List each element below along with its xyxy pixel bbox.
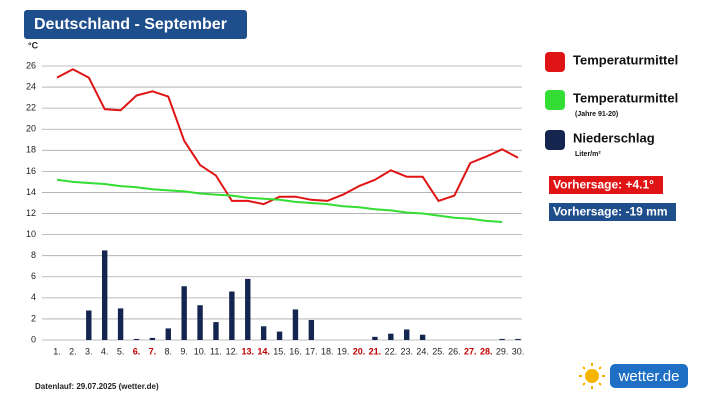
x-tick-label: 4. xyxy=(101,346,109,356)
x-tick-label: 30. xyxy=(512,346,525,356)
x-tick-label: 25. xyxy=(432,346,445,356)
legend-note: (Jahre 91-20) xyxy=(575,111,618,118)
footer: Datenlauf: 29.07.2025 (wetter.de) xyxy=(35,382,159,391)
bar xyxy=(372,336,378,340)
y-tick-label: 14 xyxy=(26,187,36,197)
bar xyxy=(499,338,505,340)
x-tick-label: 22. xyxy=(385,346,398,356)
y-tick-label: 24 xyxy=(26,81,36,91)
annotation: Vorhersage: +4.1° xyxy=(553,178,654,192)
x-tick-label: 24. xyxy=(416,346,429,356)
x-tick-label: 6. xyxy=(133,346,141,356)
bar xyxy=(404,329,410,340)
bar xyxy=(229,291,235,340)
y-tick-label: 8 xyxy=(31,250,36,260)
bar xyxy=(133,338,140,340)
bar xyxy=(181,286,187,340)
annotation-box xyxy=(549,176,663,194)
x-tick-label: 11. xyxy=(210,346,222,356)
bar xyxy=(419,334,426,340)
bar xyxy=(165,328,171,340)
legend-swatch xyxy=(545,52,565,72)
bar xyxy=(260,326,267,340)
annotation: Vorhersage: -19 mm xyxy=(553,205,668,219)
y-unit: °C xyxy=(28,40,39,50)
annotation-box xyxy=(549,203,676,221)
line xyxy=(56,178,503,223)
bar xyxy=(213,322,219,340)
x-tick-label: 12. xyxy=(226,346,239,356)
x-tick-label: 3. xyxy=(85,346,93,356)
x-tick-label: 15. xyxy=(273,346,286,356)
y-tick-label: 26 xyxy=(26,60,36,70)
x-tick-label: 13. xyxy=(242,346,255,356)
sun-icon xyxy=(579,363,605,389)
legend-label: Temperaturmittel xyxy=(573,52,678,67)
title-box xyxy=(24,10,247,39)
x-tick-label: 21. xyxy=(369,346,382,356)
y-tick-label: 16 xyxy=(26,166,36,176)
y-tick-label: 10 xyxy=(26,229,36,239)
y-tick-label: 6 xyxy=(31,271,36,281)
chart-title: Deutschland - September xyxy=(34,16,227,33)
x-tick-label: 8. xyxy=(165,346,173,356)
line xyxy=(56,68,519,206)
y-tick-label: 18 xyxy=(26,145,36,155)
y-tick-label: 22 xyxy=(26,103,36,113)
y-tick-label: 12 xyxy=(26,208,36,218)
bar xyxy=(197,305,203,340)
x-tick-label: 7. xyxy=(149,346,157,356)
x-tick-label: 14. xyxy=(257,346,270,356)
bar xyxy=(149,337,156,340)
legend-label: Niederschlag xyxy=(573,130,655,145)
x-tick-label: 28. xyxy=(480,346,493,356)
bar xyxy=(308,319,315,340)
x-tick-label: 18. xyxy=(321,346,334,356)
x-tick-label: 27. xyxy=(464,346,477,356)
y-tick-label: 20 xyxy=(26,124,36,134)
x-tick-label: 10. xyxy=(194,346,207,356)
bar xyxy=(388,333,394,340)
bar xyxy=(292,309,299,340)
legend-swatch xyxy=(545,130,565,150)
x-tick-label: 17. xyxy=(305,346,318,356)
y-tick-label: 0 xyxy=(31,334,36,344)
x-tick-label: 23. xyxy=(400,346,413,356)
logo: wetter.de xyxy=(618,368,680,385)
legend-note: Liter/m² xyxy=(575,151,601,158)
x-tick-label: 20. xyxy=(353,346,366,356)
x-tick-label: 9. xyxy=(180,346,188,356)
x-tick-label: 5. xyxy=(117,346,125,356)
x-tick-label: 2. xyxy=(69,346,77,356)
x-tick-label: 26. xyxy=(448,346,461,356)
x-tick-label: 1. xyxy=(53,346,61,356)
y-tick-label: 2 xyxy=(31,313,36,323)
logo-box xyxy=(610,364,688,388)
bar xyxy=(101,250,108,340)
bar xyxy=(86,310,92,340)
bar xyxy=(276,331,283,340)
x-tick-label: 19. xyxy=(337,346,350,356)
bar xyxy=(117,308,124,340)
bar xyxy=(245,278,251,340)
y-tick-label: 4 xyxy=(31,292,36,302)
x-tick-label: 16. xyxy=(289,346,302,356)
x-tick-label: 29. xyxy=(496,346,509,356)
bar xyxy=(515,338,521,340)
legend-label: Temperaturmittel xyxy=(573,90,678,105)
legend-swatch xyxy=(545,90,565,110)
